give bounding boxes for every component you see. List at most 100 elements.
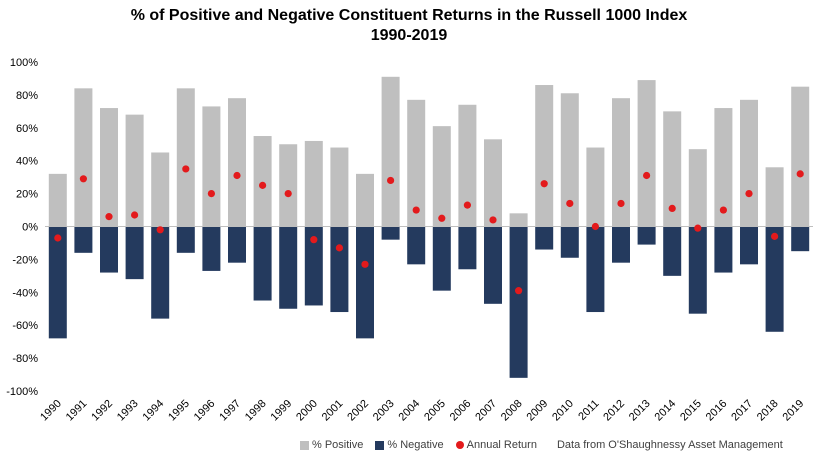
bar-negative-2002: [356, 226, 374, 339]
x-tick-label-1999: 1999: [269, 398, 295, 424]
y-tick-label: -40%: [12, 287, 38, 299]
x-tick-label-2003: 2003: [371, 398, 397, 424]
x-tick-label-2015: 2015: [678, 398, 704, 424]
annual-return-point-2004: [412, 206, 420, 214]
x-tick-label-2019: 2019: [781, 398, 807, 424]
x-tick-label-2000: 2000: [294, 398, 320, 424]
bar-negative-1996: [202, 226, 221, 271]
bar-negative-2000: [304, 226, 323, 306]
x-tick-label-2012: 2012: [601, 398, 627, 424]
annual-return-point-1992: [105, 213, 113, 221]
x-tick-label-2010: 2010: [550, 398, 576, 424]
bar-negative-2003: [381, 226, 400, 240]
bar-positive-1998: [253, 136, 272, 227]
annual-return-point-2009: [540, 180, 548, 188]
bar-negative-2009: [535, 226, 554, 250]
y-tick-label: 80%: [16, 90, 38, 102]
bar-negative-2016: [714, 226, 733, 273]
x-tick-label-1997: 1997: [217, 398, 243, 424]
x-tick-label-2014: 2014: [653, 398, 679, 424]
annual-return-point-2014: [668, 204, 676, 213]
annual-return-point-1996: [207, 190, 215, 198]
chart-title: % of Positive and Negative Constituent R…: [130, 7, 688, 24]
annual-return-point-2010: [566, 199, 574, 208]
annual-return-point-2018: [771, 232, 779, 240]
annual-return-point-2007: [489, 216, 497, 224]
bar-positive-1999: [279, 144, 298, 227]
x-tick-label-2007: 2007: [473, 398, 499, 424]
annual-return-point-2006: [463, 201, 471, 209]
x-tick-label-2011: 2011: [576, 398, 601, 423]
bar-negative-2012: [612, 226, 630, 263]
x-tick-label-1993: 1993: [115, 398, 141, 424]
x-tick-label-1992: 1992: [89, 398, 115, 424]
bar-positive-2016: [714, 108, 733, 227]
legend-swatch-negative: [375, 440, 385, 450]
source-note: Data from O'Shaughnessy Asset Management: [556, 439, 783, 451]
annual-return-point-2001: [335, 244, 343, 252]
bar-positive-2019: [791, 86, 810, 227]
bar-negative-1995: [176, 226, 195, 253]
legend-swatch-positive: [300, 440, 309, 450]
bar-negative-2007: [484, 226, 502, 304]
legend-dot-annual-return: [455, 441, 464, 449]
bar-negative-1998: [253, 226, 272, 301]
annual-return-point-2016: [719, 206, 728, 214]
bar-positive-1992: [100, 108, 118, 227]
bar-negative-1997: [228, 226, 246, 263]
bar-negative-2008: [509, 226, 528, 378]
x-tick-label-2009: 2009: [525, 398, 551, 424]
annual-return-point-2013: [643, 171, 651, 180]
bar-positive-2011: [586, 147, 605, 227]
bar-positive-1997: [228, 98, 246, 227]
x-tick-label-1994: 1994: [141, 398, 167, 424]
y-tick-label: -100%: [6, 386, 38, 398]
chart-legend: % Positive % Negative Annual Return Data…: [300, 437, 783, 453]
bar-negative-2001: [330, 226, 349, 313]
bar-negative-1999: [279, 226, 298, 309]
x-tick-label-1991: 1991: [64, 398, 90, 424]
legend-item-negative: % Negative: [375, 439, 444, 451]
x-tick-label-2002: 2002: [345, 398, 371, 424]
annual-return-point-1991: [79, 175, 87, 183]
annual-return-point-2005: [438, 214, 446, 222]
bar-positive-2018: [765, 167, 784, 227]
bar-negative-1990: [48, 226, 67, 339]
legend-label-positive: % Positive: [312, 439, 364, 451]
annual-return-point-1995: [182, 165, 190, 173]
bar-positive-2001: [330, 147, 349, 227]
bar-positive-1996: [202, 106, 221, 227]
annual-return-point-2002: [361, 260, 369, 268]
bar-positive-1994: [151, 152, 170, 227]
x-tick-label-2018: 2018: [755, 398, 781, 424]
bar-positive-1991: [74, 88, 93, 227]
annual-return-point-1999: [284, 190, 292, 198]
x-tick-label-2001: 2001: [320, 398, 346, 424]
y-tick-label: 0%: [22, 222, 38, 234]
bar-positive-1993: [125, 114, 144, 227]
annual-return-point-2008: [515, 287, 523, 295]
bar-positive-2007: [484, 139, 502, 227]
annual-return-point-1998: [259, 181, 267, 189]
bar-negative-1992: [100, 226, 118, 273]
x-tick-label-2006: 2006: [448, 398, 474, 424]
y-tick-label: -60%: [12, 320, 38, 332]
bar-negative-1993: [125, 226, 144, 280]
annual-return-point-1993: [131, 211, 139, 219]
x-tick-label-2004: 2004: [397, 398, 423, 424]
bar-negative-1994: [151, 226, 170, 319]
bar-negative-2014: [663, 226, 682, 276]
x-tick-label-1995: 1995: [166, 398, 192, 424]
x-tick-label-2016: 2016: [704, 398, 730, 424]
annual-return-point-2011: [591, 222, 600, 231]
y-tick-label: 100%: [10, 57, 38, 69]
bar-positive-2004: [407, 99, 426, 227]
legend-item-positive: % Positive: [300, 439, 363, 451]
bar-positive-2003: [381, 76, 400, 227]
y-tick-label: -20%: [12, 254, 38, 266]
annual-return-point-2017: [745, 190, 753, 198]
bar-positive-2000: [304, 140, 323, 227]
y-tick-label: 40%: [16, 156, 38, 168]
bar-positive-2012: [612, 98, 630, 227]
